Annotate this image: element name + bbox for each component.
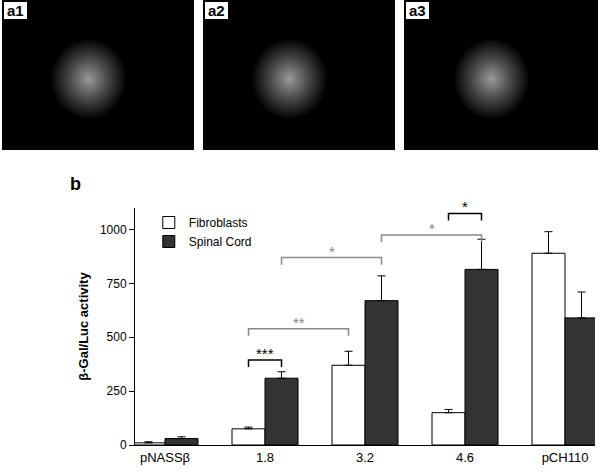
html-text:a1: a1	[7, 2, 24, 19]
svg-text:1000: 1000	[100, 223, 127, 237]
svg-text:*: *	[429, 220, 435, 237]
svg-text:*: *	[462, 198, 468, 215]
svg-text:*: *	[329, 243, 335, 260]
svg-text:3.2: 3.2	[356, 450, 374, 465]
svg-text:Spinal Cord: Spinal Cord	[189, 235, 252, 249]
svg-text:b: b	[70, 174, 81, 194]
svg-text:250: 250	[107, 384, 127, 398]
svg-text:***: ***	[256, 345, 274, 362]
html-text:a2: a2	[208, 2, 225, 19]
svg-text:Fibroblasts: Fibroblasts	[189, 216, 248, 230]
svg-text:500: 500	[107, 330, 127, 344]
svg-text:pNASSβ: pNASSβ	[140, 450, 190, 465]
svg-text:pCH110: pCH110	[542, 450, 589, 465]
svg-text:β-Gal/Luc activity: β-Gal/Luc activity	[76, 272, 91, 381]
html-text:a3: a3	[409, 2, 426, 19]
svg-text:750: 750	[107, 277, 127, 291]
svg-text:**: **	[293, 314, 305, 331]
svg-text:0: 0	[120, 438, 127, 452]
svg-text:4.6: 4.6	[456, 450, 474, 465]
svg-text:1.8: 1.8	[256, 450, 274, 465]
